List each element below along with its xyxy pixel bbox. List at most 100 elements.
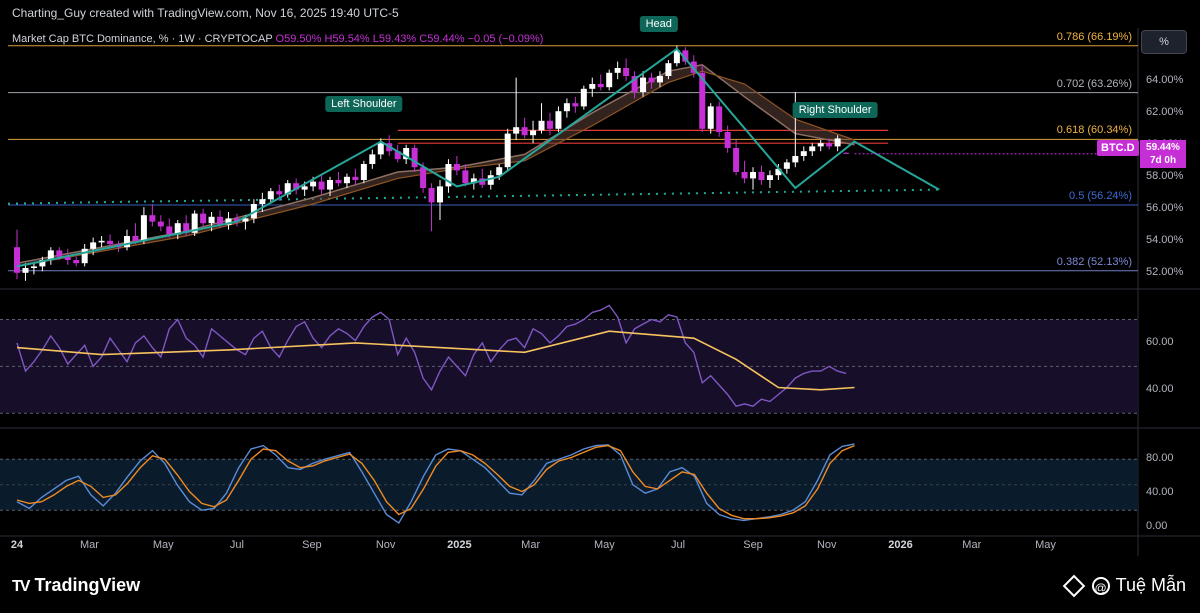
candle-body bbox=[343, 176, 350, 184]
candle-body bbox=[733, 148, 740, 172]
percent-scale-button[interactable]: % bbox=[1141, 30, 1187, 54]
candle-body bbox=[800, 151, 807, 156]
time-axis-label: Mar bbox=[80, 539, 99, 551]
candle-body bbox=[775, 168, 782, 176]
ohlc-open: O59.50% bbox=[275, 33, 322, 45]
candle-body bbox=[546, 120, 553, 129]
candle-body bbox=[741, 172, 748, 179]
candle-body bbox=[750, 172, 757, 179]
candle-body bbox=[217, 216, 224, 225]
candle-body bbox=[420, 167, 427, 188]
candle-body bbox=[318, 181, 325, 190]
time-axis-label: Nov bbox=[816, 539, 837, 551]
symbol-legend[interactable]: Market Cap BTC Dominance, % · 1W · CRYPT… bbox=[12, 33, 544, 45]
author-credit: @ Tuệ Mẫn bbox=[1062, 574, 1186, 598]
ohlc-high: H59.54% bbox=[324, 33, 370, 45]
fib-level-label: 0.382 (52.13%) bbox=[1056, 255, 1132, 268]
candle-body bbox=[817, 143, 824, 147]
candle-body bbox=[411, 148, 418, 168]
fib-level-label: 0.702 (63.26%) bbox=[1056, 77, 1132, 90]
fib-level-label: 0.786 (66.19%) bbox=[1056, 30, 1132, 43]
candle-body bbox=[470, 178, 477, 184]
candle-body bbox=[783, 162, 790, 169]
candle-body bbox=[809, 146, 816, 152]
brand-name: TradingView bbox=[34, 575, 141, 595]
pattern-label: Head bbox=[639, 16, 678, 32]
candle-body bbox=[445, 164, 452, 187]
candle-body bbox=[623, 68, 630, 76]
footer bbox=[0, 560, 1200, 613]
candle-body bbox=[834, 138, 841, 147]
candle-body bbox=[301, 186, 308, 190]
candle-body bbox=[538, 120, 545, 131]
time-axis-label: Mar bbox=[962, 539, 982, 551]
candle-body bbox=[22, 268, 29, 273]
tradingview-logo[interactable]: TV TradingView bbox=[12, 575, 140, 596]
candle-body bbox=[233, 218, 240, 222]
candle-body bbox=[107, 240, 114, 244]
ma-slow-line bbox=[16, 70, 855, 267]
price-axis-label: 62.00% bbox=[1146, 105, 1184, 118]
chart-canvas[interactable] bbox=[0, 0, 1200, 560]
candle-body bbox=[149, 215, 156, 222]
candle-body bbox=[267, 191, 274, 200]
candle-body bbox=[631, 76, 638, 92]
candle-body bbox=[132, 236, 139, 241]
time-axis-label: Sep bbox=[743, 539, 763, 551]
ohlc-change: −0.05 (−0.09%) bbox=[467, 33, 544, 45]
candle-body bbox=[521, 127, 528, 136]
candle-body bbox=[64, 256, 71, 260]
candle-body bbox=[699, 72, 706, 129]
pattern-label: Left Shoulder bbox=[325, 96, 403, 112]
candle-body bbox=[572, 103, 579, 107]
time-axis-label: May bbox=[593, 539, 615, 551]
time-axis-label: Jul bbox=[671, 539, 686, 551]
candle-body bbox=[377, 143, 384, 155]
candle-body bbox=[191, 213, 198, 233]
candle-body bbox=[30, 266, 37, 268]
tradingview-mark-icon: TV bbox=[12, 578, 31, 595]
time-axis-label: 2026 bbox=[888, 539, 913, 551]
candle-body bbox=[453, 164, 460, 171]
author-name: Tuệ Mẫn bbox=[1115, 575, 1186, 595]
stoch-d-line bbox=[16, 444, 855, 520]
candle-body bbox=[98, 240, 105, 243]
candle-body bbox=[208, 216, 215, 224]
candle-body bbox=[597, 84, 604, 88]
fib-level-label: 0.618 (60.34%) bbox=[1056, 124, 1132, 137]
binance-diamond-icon bbox=[1062, 574, 1085, 598]
ohlc-low: L59.43% bbox=[372, 33, 417, 45]
candle-body bbox=[73, 260, 80, 264]
candle-body bbox=[589, 84, 596, 89]
candle-body bbox=[200, 213, 207, 224]
candle-body bbox=[140, 215, 147, 241]
candle-body bbox=[563, 103, 570, 112]
candle-body bbox=[166, 226, 173, 235]
candle-body bbox=[183, 223, 190, 233]
candle-body bbox=[81, 248, 88, 264]
rsi-axis-label: 40.00 bbox=[1146, 382, 1174, 395]
candle-body bbox=[327, 180, 334, 190]
candle-body bbox=[716, 106, 723, 132]
candle-body bbox=[707, 106, 714, 129]
candle-body bbox=[437, 186, 443, 203]
time-axis-label: Mar bbox=[521, 539, 541, 551]
pattern-line bbox=[16, 47, 940, 268]
fib-level-label: 0.5 (56.24%) bbox=[1069, 189, 1132, 202]
stoch-axis-label: 0.00 bbox=[1146, 520, 1168, 533]
exchange: CRYPTOCAP bbox=[204, 33, 273, 45]
time-axis-label: 2025 bbox=[447, 539, 472, 551]
candle-body bbox=[335, 180, 342, 184]
candle-body bbox=[369, 154, 376, 164]
candle-body bbox=[293, 183, 300, 190]
candle-body bbox=[123, 236, 130, 248]
rsi-ma-line bbox=[16, 330, 855, 391]
candle-body bbox=[242, 218, 249, 222]
neckline bbox=[7, 188, 940, 205]
symbol-price-tag: BTC.D bbox=[1097, 140, 1139, 156]
candle-body bbox=[360, 164, 367, 180]
rsi-line bbox=[16, 304, 847, 408]
candle-body bbox=[487, 175, 494, 185]
candle-body bbox=[843, 152, 850, 154]
price-axis-label: 56.00% bbox=[1146, 201, 1184, 214]
